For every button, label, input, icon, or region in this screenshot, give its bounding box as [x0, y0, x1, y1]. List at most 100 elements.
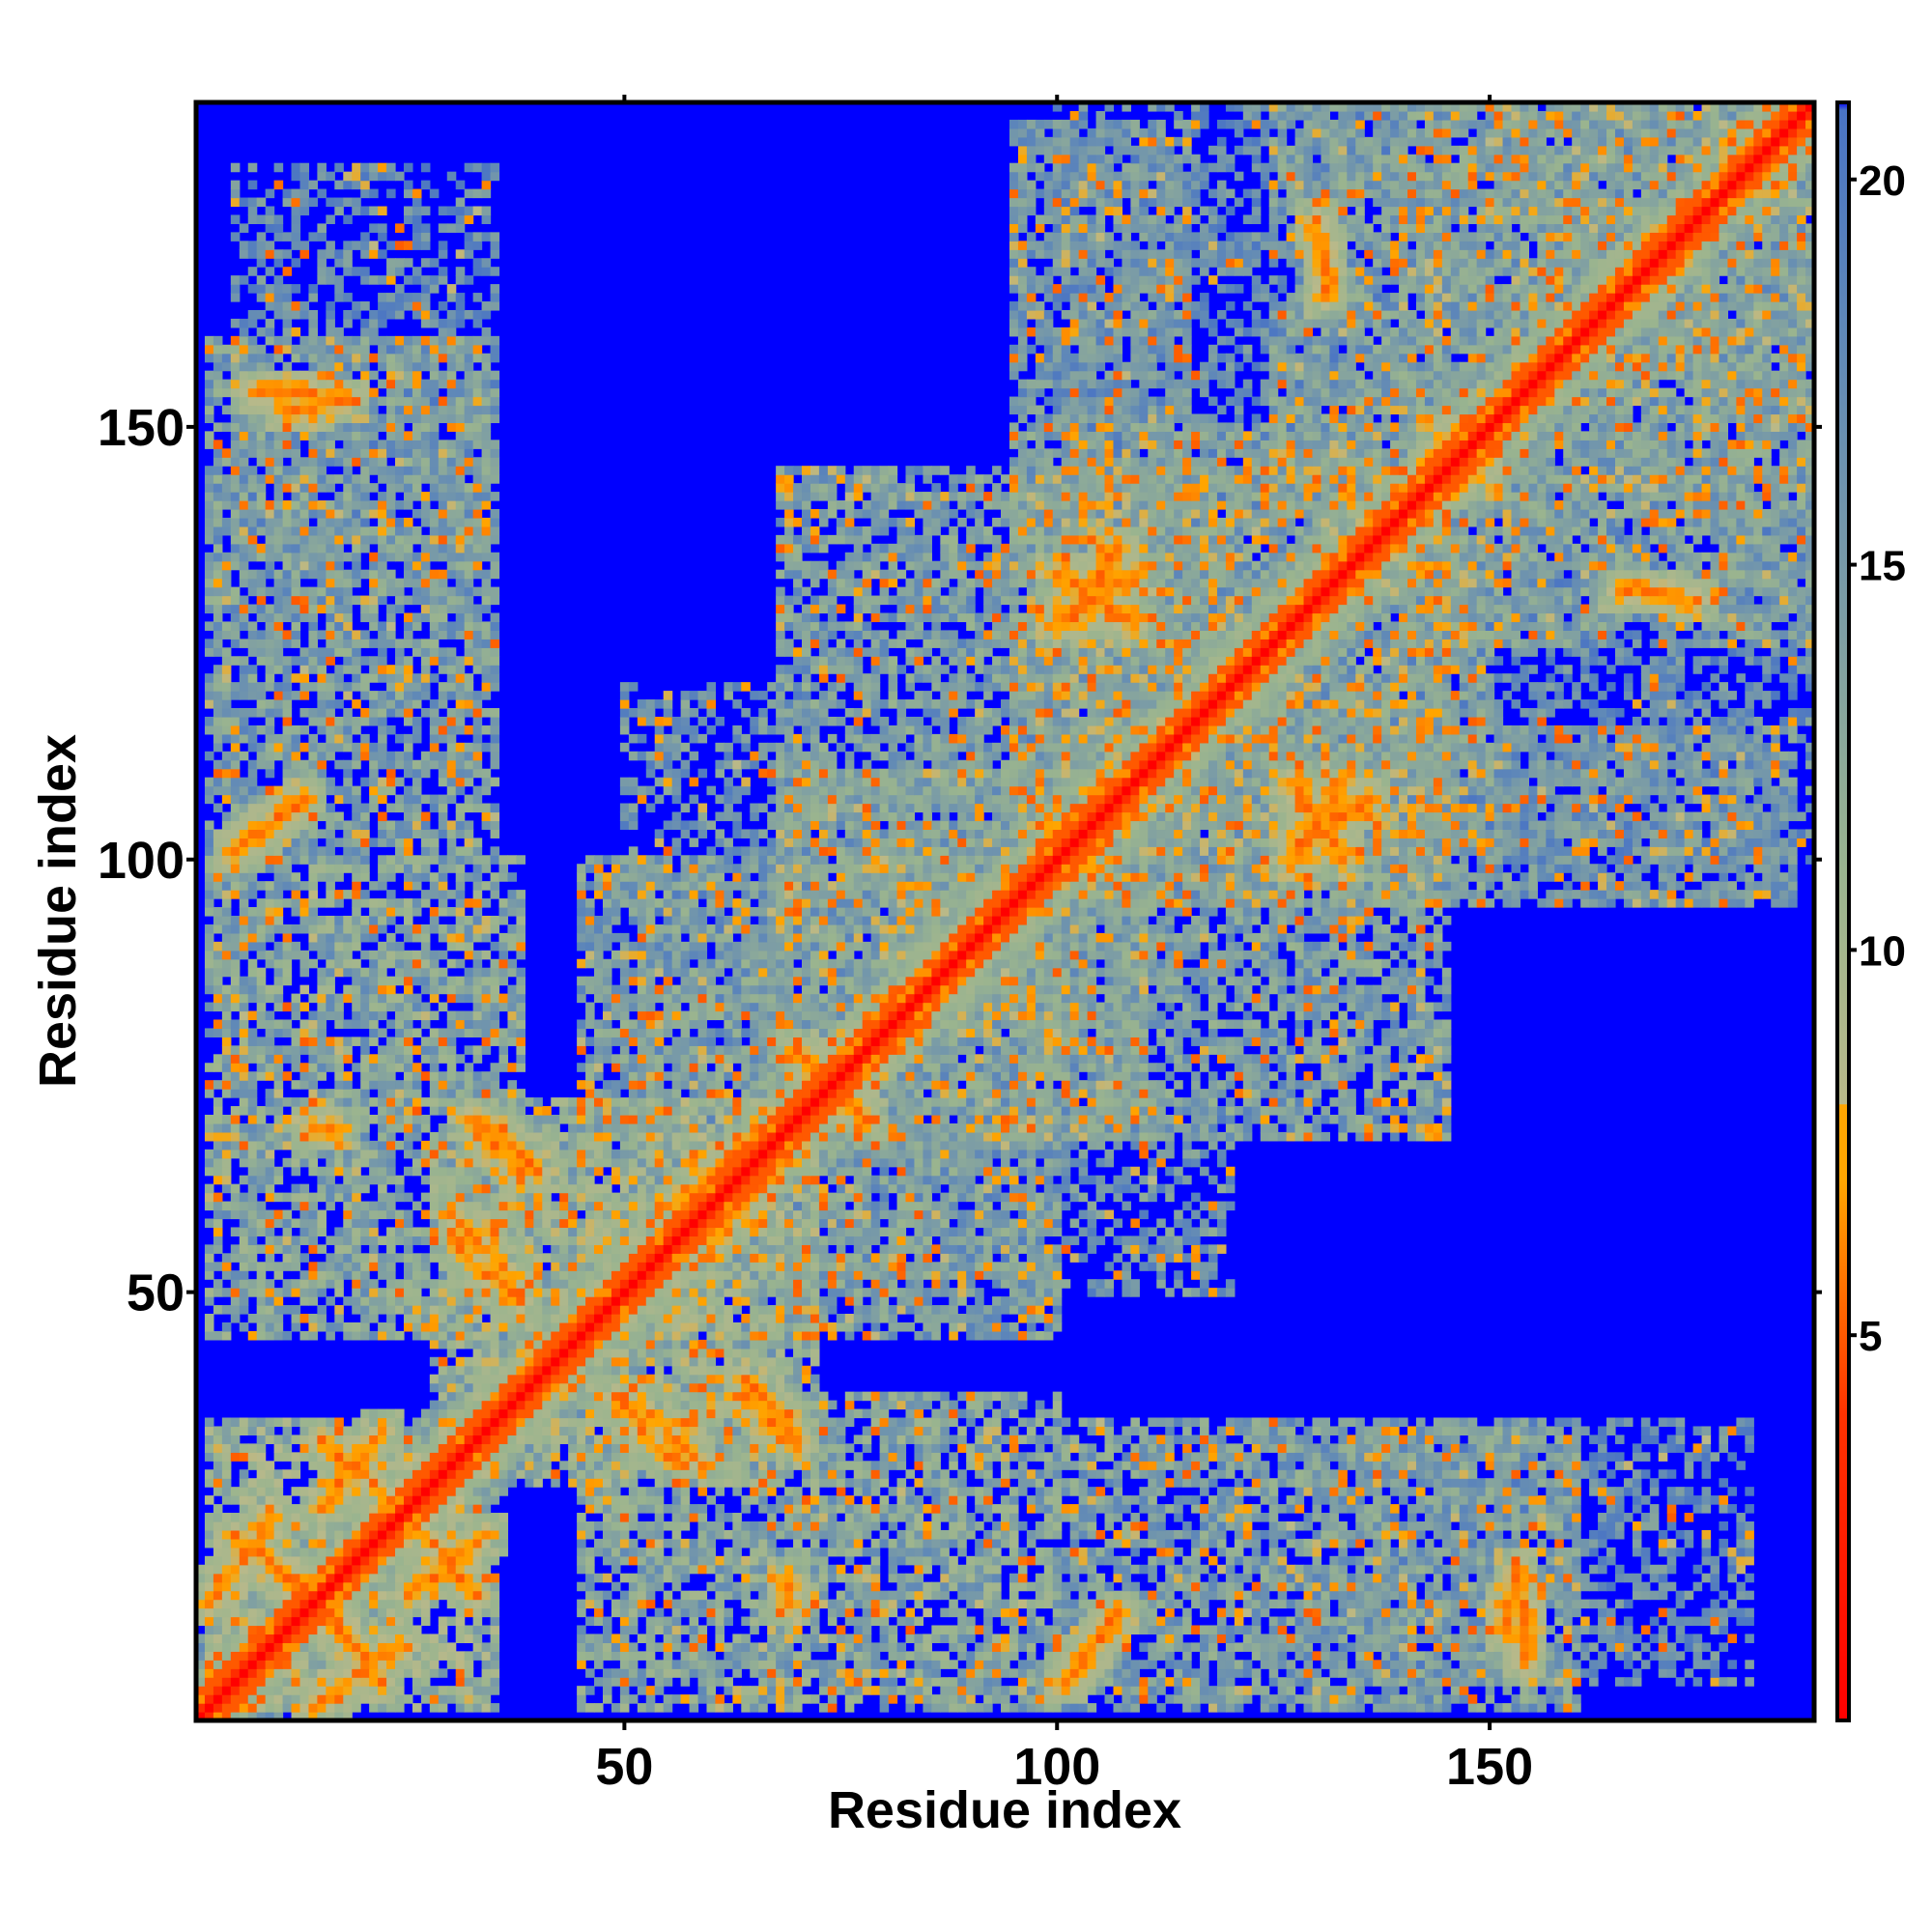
heatmap-cell [914, 1564, 924, 1575]
heatmap-cell [1658, 1538, 1668, 1548]
heatmap-cell [645, 1625, 656, 1635]
heatmap-cell [1589, 1435, 1599, 1444]
heatmap-cell [1441, 1478, 1452, 1488]
heatmap-cell [429, 1547, 440, 1557]
heatmap-cell [490, 1573, 500, 1583]
heatmap-cell [1511, 1538, 1521, 1548]
heatmap-cell [1598, 1625, 1607, 1635]
heatmap-cell [741, 1573, 751, 1583]
heatmap-cell [533, 1382, 543, 1393]
heatmap-cell [334, 1694, 344, 1704]
heatmap-cell [516, 1417, 526, 1428]
heatmap-cell [239, 1599, 249, 1609]
heatmap-cell [291, 1555, 301, 1566]
heatmap-cell [1321, 1625, 1330, 1635]
heatmap-cell [412, 1634, 422, 1643]
heatmap-cell [940, 1651, 950, 1661]
heatmap-cell [1745, 1607, 1754, 1618]
heatmap-cell [1087, 1495, 1097, 1505]
heatmap-cell [308, 1495, 318, 1505]
heatmap-cell [923, 1426, 932, 1436]
heatmap-cell [1052, 1417, 1063, 1428]
heatmap-cell [1502, 1417, 1513, 1428]
heatmap-cell [481, 1573, 492, 1583]
heatmap-cell [490, 1478, 500, 1488]
heatmap-cell [412, 1426, 422, 1436]
heatmap-cell [1511, 1660, 1521, 1669]
heatmap-cell [1614, 1642, 1625, 1652]
heatmap-cell [671, 1538, 682, 1548]
heatmap-cell [1268, 1703, 1279, 1713]
heatmap-cell [802, 1642, 811, 1652]
heatmap-cell [628, 1408, 639, 1419]
heatmap-cell [481, 1677, 492, 1687]
heatmap-cell [1485, 1651, 1495, 1661]
heatmap-cell [862, 1634, 872, 1643]
heatmap-cell [352, 1642, 361, 1652]
heatmap-cell [317, 1469, 327, 1479]
heatmap-cell [326, 1520, 335, 1531]
heatmap-cell [221, 1461, 232, 1470]
heatmap-cell [1009, 1607, 1019, 1618]
heatmap-cell [1286, 1529, 1296, 1540]
heatmap-cell [282, 1573, 293, 1583]
heatmap-cell [680, 1668, 691, 1678]
heatmap-cell [1268, 1513, 1279, 1522]
heatmap-cell [239, 1564, 249, 1575]
heatmap-cell [403, 1607, 413, 1618]
heatmap-cell [957, 1590, 967, 1601]
heatmap-cell [663, 1391, 673, 1402]
heatmap-cell [438, 1573, 448, 1583]
heatmap-cell [1216, 1625, 1227, 1635]
heatmap-cell [879, 1391, 890, 1402]
heatmap-cell [818, 1408, 829, 1419]
heatmap-cell [221, 1564, 232, 1575]
heatmap-cell [412, 1686, 422, 1695]
heatmap-cell [1424, 1452, 1435, 1462]
heatmap-cell [827, 1703, 838, 1713]
heatmap-cell [611, 1538, 621, 1548]
heatmap-cell [1130, 1520, 1140, 1531]
heatmap-cell [343, 1461, 353, 1470]
heatmap-cell [602, 1504, 612, 1514]
heatmap-cell [1035, 1599, 1045, 1609]
heatmap-cell [481, 1426, 492, 1436]
heatmap-cell [1424, 1634, 1435, 1643]
heatmap-cell [1182, 1686, 1192, 1695]
heatmap-cell [446, 1555, 457, 1566]
heatmap-cell [1078, 1616, 1089, 1627]
heatmap-cell [870, 1417, 881, 1428]
heatmap-cell [689, 1607, 699, 1618]
heatmap-cell [1666, 1504, 1677, 1514]
heatmap-cell [853, 1651, 864, 1661]
heatmap-cell [1104, 1634, 1115, 1643]
heatmap-cell [680, 1573, 691, 1583]
heatmap-cell [706, 1694, 717, 1704]
heatmap-cell [1546, 1513, 1555, 1522]
heatmap-cell [1303, 1538, 1314, 1548]
heatmap-cell [1234, 1495, 1244, 1505]
heatmap-cell [455, 1391, 466, 1402]
heatmap-cell [1069, 1573, 1080, 1583]
heatmap-cell [352, 1686, 361, 1695]
heatmap-cell [1476, 1478, 1487, 1488]
heatmap-cell [767, 1660, 777, 1669]
heatmap-cell [654, 1391, 665, 1402]
heatmap-cell [1485, 1686, 1495, 1695]
heatmap-cell [1191, 1677, 1201, 1687]
heatmap-cell [1485, 1435, 1495, 1444]
heatmap-cell [896, 1452, 907, 1462]
heatmap-cell [1640, 1452, 1651, 1462]
heatmap-cell [1399, 1495, 1408, 1505]
heatmap-cell [1493, 1616, 1504, 1627]
heatmap-cell [1095, 1668, 1106, 1678]
heatmap-cell [1104, 1694, 1115, 1704]
heatmap-cell [802, 1616, 811, 1627]
heatmap-cell [654, 1529, 665, 1540]
heatmap-cell [498, 1478, 509, 1488]
heatmap-cell [741, 1651, 751, 1661]
heatmap-cell [386, 1590, 396, 1601]
heatmap-cell [975, 1443, 984, 1453]
heatmap-cell [1399, 1478, 1408, 1488]
heatmap-cell [836, 1677, 846, 1687]
